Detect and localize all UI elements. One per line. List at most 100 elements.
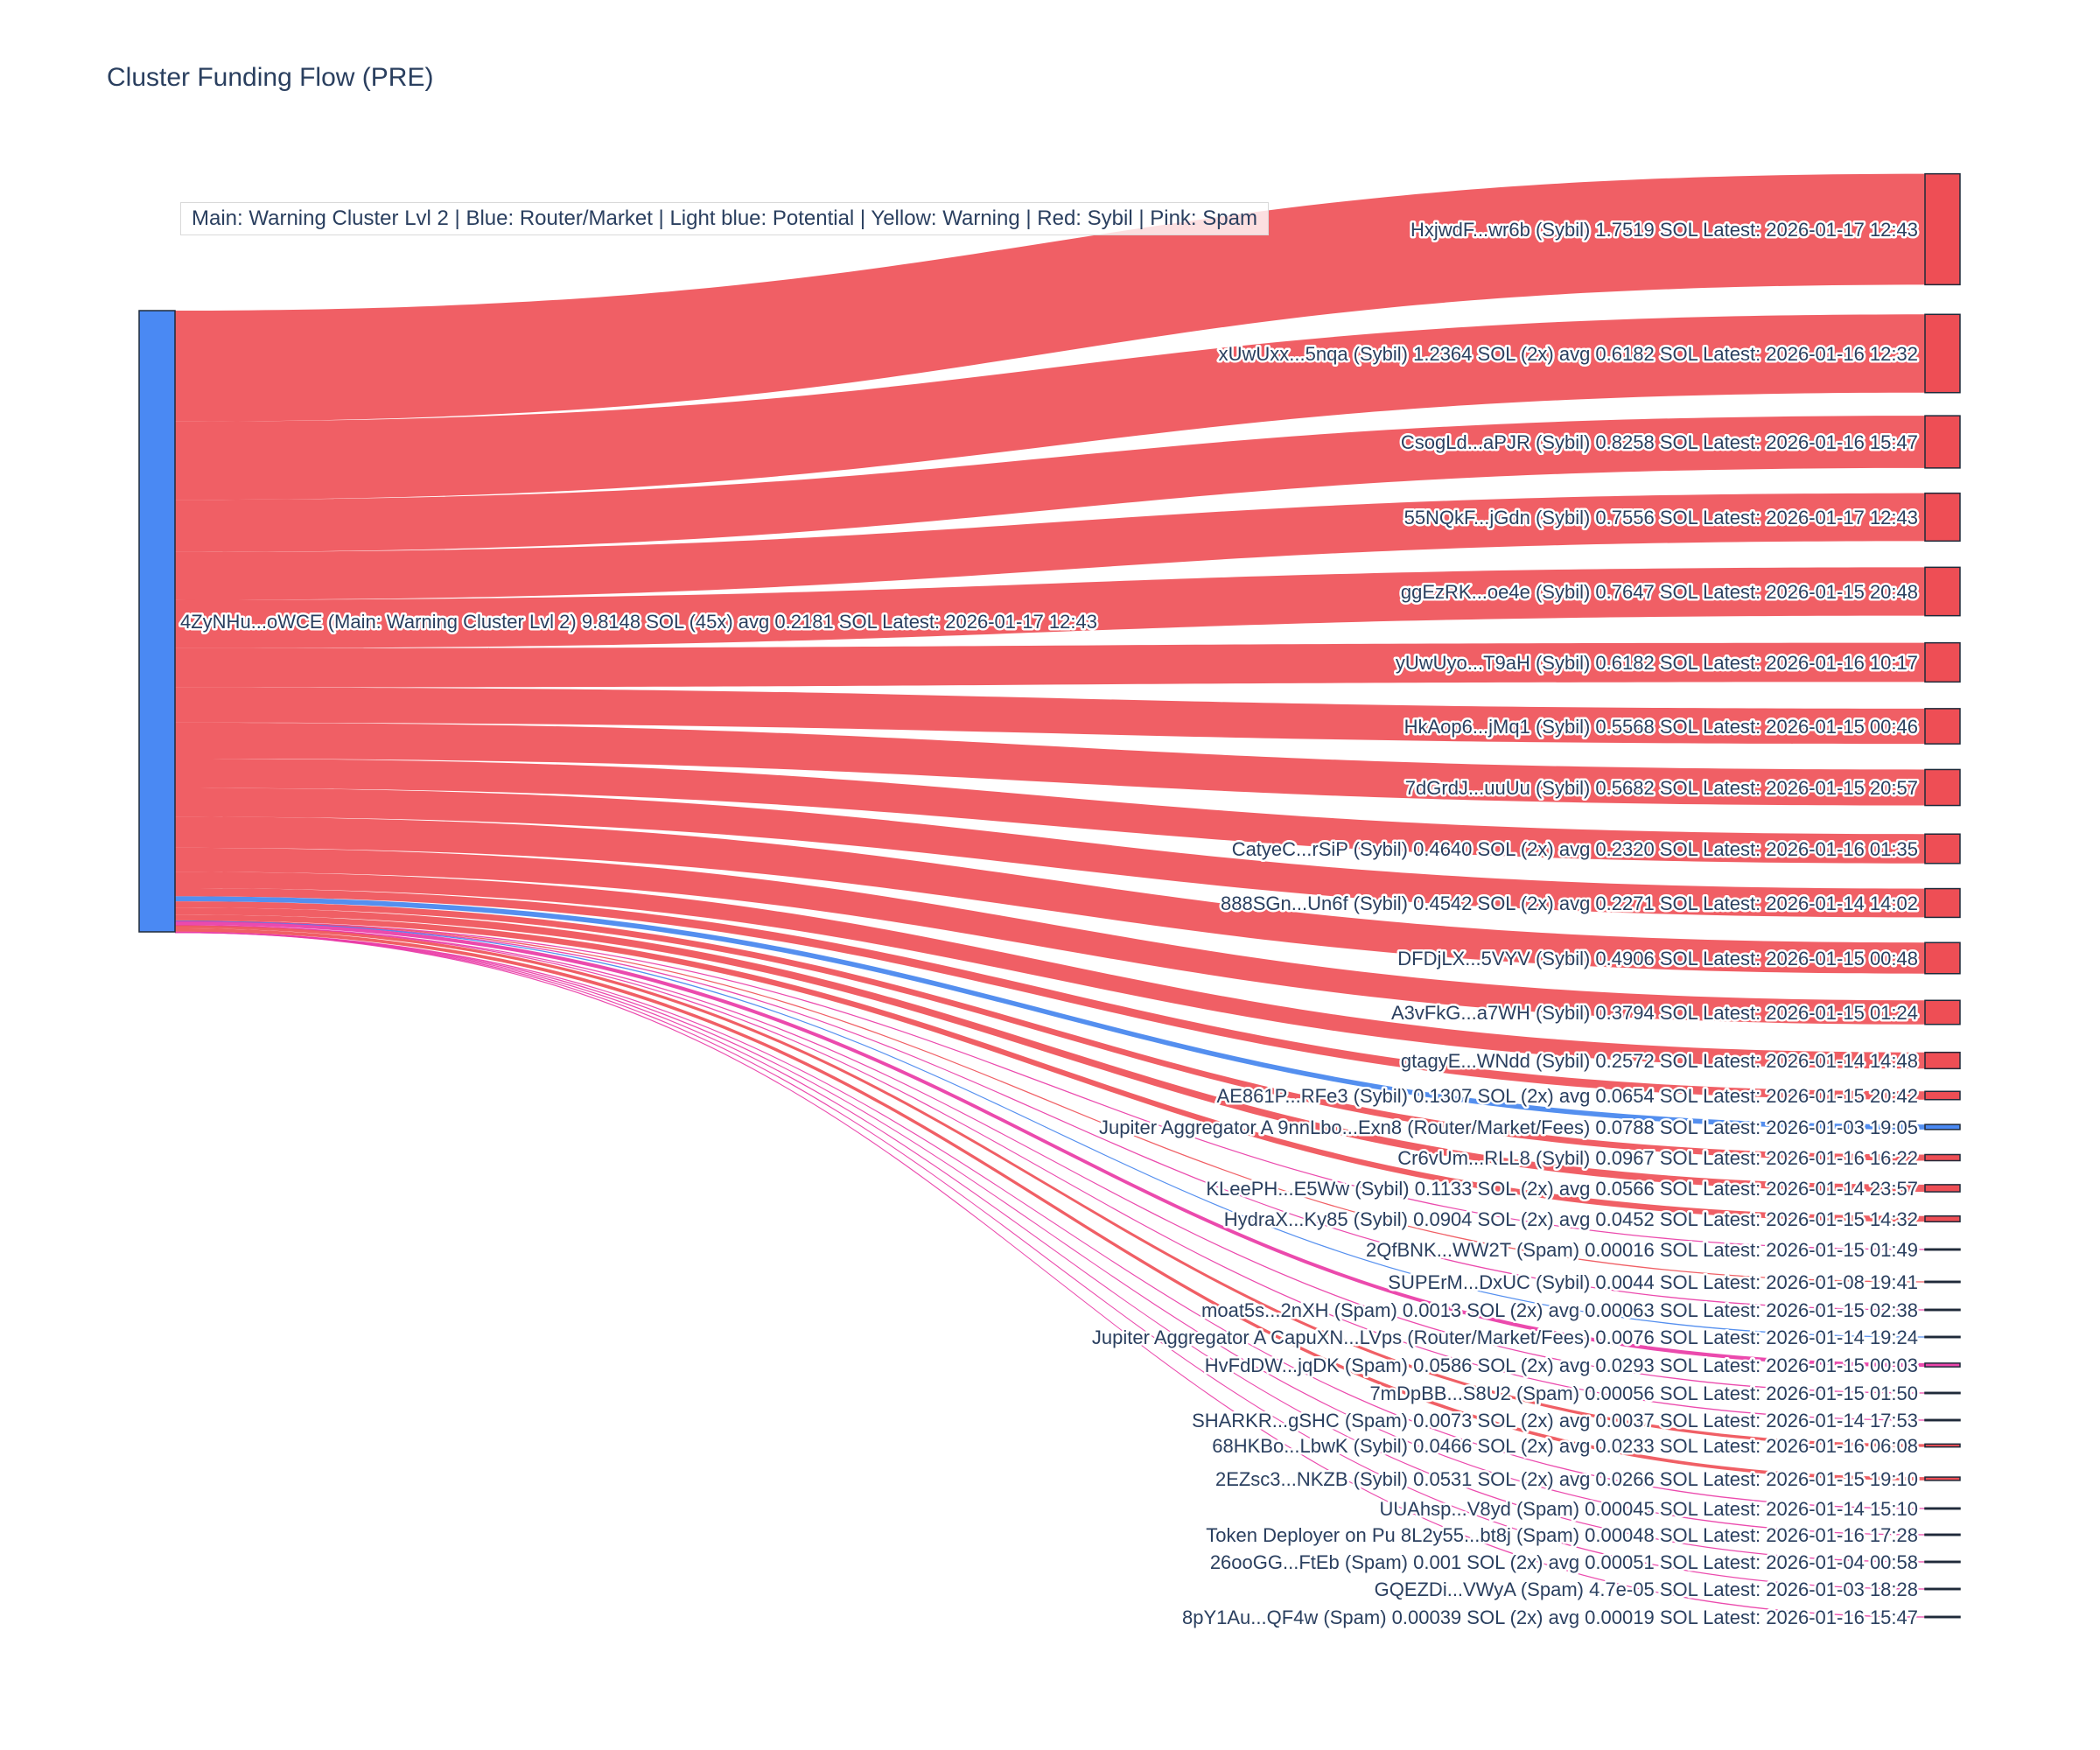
- sankey-node-ggEzRK...oe4e[interactable]: [1924, 566, 1961, 617]
- sankey-node-label-moat5s...2nXH: moat5s...2nXH (Spam) 0.0013 SOL (2x) avg…: [1201, 1299, 1918, 1321]
- sankey-node-7mDpBB...S8U2[interactable]: [1924, 1391, 1961, 1395]
- sankey-link-8pY1Au...QF4w[interactable]: [175, 931, 1925, 1618]
- sankey-link-xUwUxx...5nqa[interactable]: [175, 314, 1925, 500]
- sankey-link-SUPErM...DxUC[interactable]: [175, 920, 1925, 1283]
- sankey-node-GQEZDi...VWyA[interactable]: [1924, 1587, 1961, 1591]
- sankey-node-label-yUwUyo...T9aH: yUwUyo...T9aH (Sybil) 0.6182 SOL Latest:…: [1396, 652, 1918, 674]
- sankey-link-CapuXN...LVps[interactable]: [175, 920, 1925, 1338]
- sankey-node-8L2y55...bt8j[interactable]: [1924, 1533, 1961, 1536]
- sankey-node-8pY1Au...QF4w[interactable]: [1924, 1615, 1961, 1619]
- sankey-node-label-9nnLbo...Exn8: Jupiter Aggregator A 9nnLbo...Exn8 (Rout…: [1099, 1116, 1918, 1138]
- sankey-node-9nnLbo...Exn8[interactable]: [1924, 1124, 1961, 1130]
- sankey-link-UUAhsp...V8yd[interactable]: [175, 931, 1925, 1509]
- sankey-node-label-HydraX...Ky85: HydraX...Ky85 (Sybil) 0.0904 SOL (2x) av…: [1224, 1208, 1918, 1230]
- sankey-node-label-888SGn...Un6f: 888SGn...Un6f (Sybil) 0.4542 SOL (2x) av…: [1221, 892, 1918, 914]
- sankey-link-CatyeC...rSiP[interactable]: [175, 758, 1925, 864]
- sankey-node-68HKBo...LbwK[interactable]: [1924, 1443, 1961, 1448]
- sankey-node-label-8L2y55...bt8j: Token Deployer on Pu 8L2y55...bt8j (Spam…: [1206, 1524, 1918, 1546]
- sankey-link-26ooGG...FtEb[interactable]: [175, 931, 1925, 1563]
- sankey-node-label-UUAhsp...V8yd: UUAhsp...V8yd (Spam) 0.00045 SOL Latest:…: [1379, 1498, 1918, 1520]
- sankey-node-888SGn...Un6f[interactable]: [1924, 887, 1961, 919]
- sankey-link-gtagyE...WNdd[interactable]: [175, 872, 1925, 1069]
- sankey-node-label-A3vFkG...a7WH: A3vFkG...a7WH (Sybil) 0.3794 SOL Latest:…: [1391, 1002, 1918, 1024]
- sankey-link-2QfBNK...WW2T[interactable]: [175, 920, 1925, 1250]
- sankey-node-label-DFDjLX...5VYV: DFDjLX...5VYV (Sybil) 0.4906 SOL Latest:…: [1397, 948, 1918, 970]
- sankey-node-SUPErM...DxUC[interactable]: [1924, 1280, 1961, 1284]
- sankey-node-A3vFkG...a7WH[interactable]: [1924, 999, 1961, 1026]
- sankey-node-55NQkF...jGdn[interactable]: [1924, 492, 1961, 542]
- sankey-link-HkAop6...jMq1[interactable]: [175, 687, 1925, 745]
- sankey-link-7mDpBB...S8U2[interactable]: [175, 925, 1925, 1394]
- sankey-node-2EZsc3...NKZB[interactable]: [1924, 1476, 1961, 1481]
- sankey-node-Cr6vUm...RLL8[interactable]: [1924, 1153, 1961, 1162]
- sankey-link-9nnLbo...Exn8[interactable]: [175, 896, 1925, 1130]
- sankey-node-label-68HKBo...LbwK: 68HKBo...LbwK (Sybil) 0.0466 SOL (2x) av…: [1212, 1435, 1918, 1457]
- sankey-node-label-AE861P...RFe3: AE861P...RFe3 (Sybil) 0.1307 SOL (2x) av…: [1217, 1085, 1918, 1107]
- sankey-node-label-HvFdDW...jqDK: HvFdDW...jqDK (Spam) 0.0586 SOL (2x) avg…: [1205, 1354, 1918, 1376]
- sankey-node-label-55NQkF...jGdn: 55NQkF...jGdn (Sybil) 0.7556 SOL Latest:…: [1404, 507, 1918, 528]
- sankey-node-CsogLd...aPJR[interactable]: [1924, 415, 1961, 469]
- sankey-node-AE861P...RFe3[interactable]: [1924, 1090, 1961, 1101]
- sankey-node-label-SUPErM...DxUC: SUPErM...DxUC (Sybil) 0.0044 SOL Latest:…: [1388, 1271, 1918, 1293]
- sankey-node-label-GQEZDi...VWyA: GQEZDi...VWyA (Spam) 4.7e-05 SOL Latest:…: [1375, 1578, 1918, 1600]
- sankey-node-label-KLeePH...E5Ww: KLeePH...E5Ww (Sybil) 0.1133 SOL (2x) av…: [1206, 1178, 1918, 1200]
- sankey-link-7dGrdJ...uuUu[interactable]: [175, 722, 1925, 806]
- sankey-node-label-7dGrdJ...uuUu: 7dGrdJ...uuUu (Sybil) 0.5682 SOL Latest:…: [1405, 777, 1918, 799]
- sankey-node-label-HkAop6...jMq1: HkAop6...jMq1 (Sybil) 0.5568 SOL Latest:…: [1404, 716, 1918, 738]
- sankey-node-7dGrdJ...uuUu[interactable]: [1924, 768, 1961, 807]
- sankey-link-GQEZDi...VWyA[interactable]: [175, 931, 1925, 1590]
- sankey-node-xUwUxx...5nqa[interactable]: [1924, 313, 1961, 394]
- sankey-node-gtagyE...WNdd[interactable]: [1924, 1051, 1961, 1070]
- sankey-link-2EZsc3...NKZB[interactable]: [175, 928, 1925, 1480]
- sankey-node-CatyeC...rSiP[interactable]: [1924, 833, 1961, 864]
- sankey-node-label-Cr6vUm...RLL8: Cr6vUm...RLL8 (Sybil) 0.0967 SOL Latest:…: [1397, 1147, 1918, 1169]
- sankey-node-HvFdDW...jqDK[interactable]: [1924, 1362, 1961, 1368]
- sankey-node-moat5s...2nXH[interactable]: [1924, 1308, 1961, 1312]
- sankey-node-label-CatyeC...rSiP: CatyeC...rSiP (Sybil) 0.4640 SOL (2x) av…: [1232, 838, 1918, 860]
- sankey-node-label-26ooGG...FtEb: 26ooGG...FtEb (Spam) 0.001 SOL (2x) avg …: [1210, 1551, 1918, 1573]
- sankey-link-8L2y55...bt8j[interactable]: [175, 931, 1925, 1536]
- sankey-node-SHARKR...gSHC[interactable]: [1924, 1418, 1961, 1422]
- sankey-node-26ooGG...FtEb[interactable]: [1924, 1560, 1961, 1564]
- sankey-link-55NQkF...jGdn[interactable]: [175, 493, 1925, 600]
- sankey-link-Cr6vUm...RLL8[interactable]: [175, 901, 1925, 1161]
- sankey-node-label-8pY1Au...QF4w: 8pY1Au...QF4w (Spam) 0.00039 SOL (2x) av…: [1182, 1606, 1918, 1628]
- sankey-node-label-2QfBNK...WW2T: 2QfBNK...WW2T (Spam) 0.00016 SOL Latest:…: [1366, 1239, 1918, 1261]
- sankey-node-yUwUyo...T9aH[interactable]: [1924, 641, 1961, 683]
- sankey-link-SHARKR...gSHC[interactable]: [175, 925, 1925, 1421]
- sankey-node-label-CsogLd...aPJR: CsogLd...aPJR (Sybil) 0.8258 SOL Latest:…: [1401, 431, 1918, 453]
- sankey-node-label-HxjwdF...wr6b: HxjwdF...wr6b (Sybil) 1.7519 SOL Latest:…: [1410, 219, 1918, 241]
- sankey-link-ggEzRK...oe4e[interactable]: [175, 567, 1925, 648]
- sankey-link-KLeePH...E5Ww[interactable]: [175, 907, 1925, 1193]
- sankey-node-label-SHARKR...gSHC: SHARKR...gSHC (Spam) 0.0073 SOL (2x) avg…: [1192, 1410, 1918, 1432]
- sankey-link-AE861P...RFe3[interactable]: [175, 887, 1925, 1100]
- sankey-link-yUwUyo...T9aH[interactable]: [175, 642, 1925, 688]
- sankey-link-HydraX...Ky85[interactable]: [175, 914, 1925, 1222]
- sankey-link-DFDjLX...5VYV[interactable]: [175, 816, 1925, 974]
- sankey-node-label-ggEzRK...oe4e: ggEzRK...oe4e (Sybil) 0.7647 SOL Latest:…: [1401, 581, 1918, 603]
- sankey-node-label-gtagyE...WNdd: gtagyE...WNdd (Sybil) 0.2572 SOL Latest:…: [1401, 1050, 1918, 1072]
- sankey-node-HkAop6...jMq1[interactable]: [1924, 708, 1961, 745]
- sankey-node-2QfBNK...WW2T[interactable]: [1924, 1248, 1961, 1251]
- sankey-node-label-CapuXN...LVps: Jupiter Aggregator A CapuXN...LVps (Rout…: [1092, 1326, 1918, 1348]
- sankey-node-HydraX...Ky85[interactable]: [1924, 1214, 1961, 1223]
- sankey-link-68HKBo...LbwK[interactable]: [175, 925, 1925, 1447]
- sankey-node-CapuXN...LVps[interactable]: [1924, 1335, 1961, 1339]
- sankey-link-moat5s...2nXH[interactable]: [175, 920, 1925, 1311]
- sankey-link-A3vFkG...a7WH[interactable]: [175, 847, 1925, 1025]
- sankey-link-HxjwdF...wr6b[interactable]: [175, 173, 1925, 422]
- sankey-node-HxjwdF...wr6b[interactable]: [1924, 172, 1961, 286]
- sankey-node-main-4ZyNHu...oWCE[interactable]: [138, 310, 176, 933]
- sankey-link-HvFdDW...jqDK[interactable]: [175, 920, 1925, 1368]
- sankey-node-label-xUwUxx...5nqa: xUwUxx...5nqa (Sybil) 1.2364 SOL (2x) av…: [1219, 343, 1918, 365]
- sankey-node-label-main-4ZyNHu...oWCE: 4ZyNHu...oWCE (Main: Warning Cluster Lvl…: [180, 611, 1097, 633]
- sankey-link-888SGn...Un6f[interactable]: [175, 788, 1925, 918]
- sankey-node-DFDjLX...5VYV[interactable]: [1924, 942, 1961, 975]
- sankey-node-label-7mDpBB...S8U2: 7mDpBB...S8U2 (Spam) 0.00056 SOL Latest:…: [1369, 1382, 1918, 1404]
- color-legend-annotation: Main: Warning Cluster Lvl 2 | Blue: Rout…: [180, 202, 1269, 235]
- sankey-link-CsogLd...aPJR[interactable]: [175, 416, 1925, 552]
- sankey-node-KLeePH...E5Ww[interactable]: [1924, 1184, 1961, 1193]
- sankey-node-label-2EZsc3...NKZB: 2EZsc3...NKZB (Sybil) 0.0531 SOL (2x) av…: [1215, 1468, 1918, 1490]
